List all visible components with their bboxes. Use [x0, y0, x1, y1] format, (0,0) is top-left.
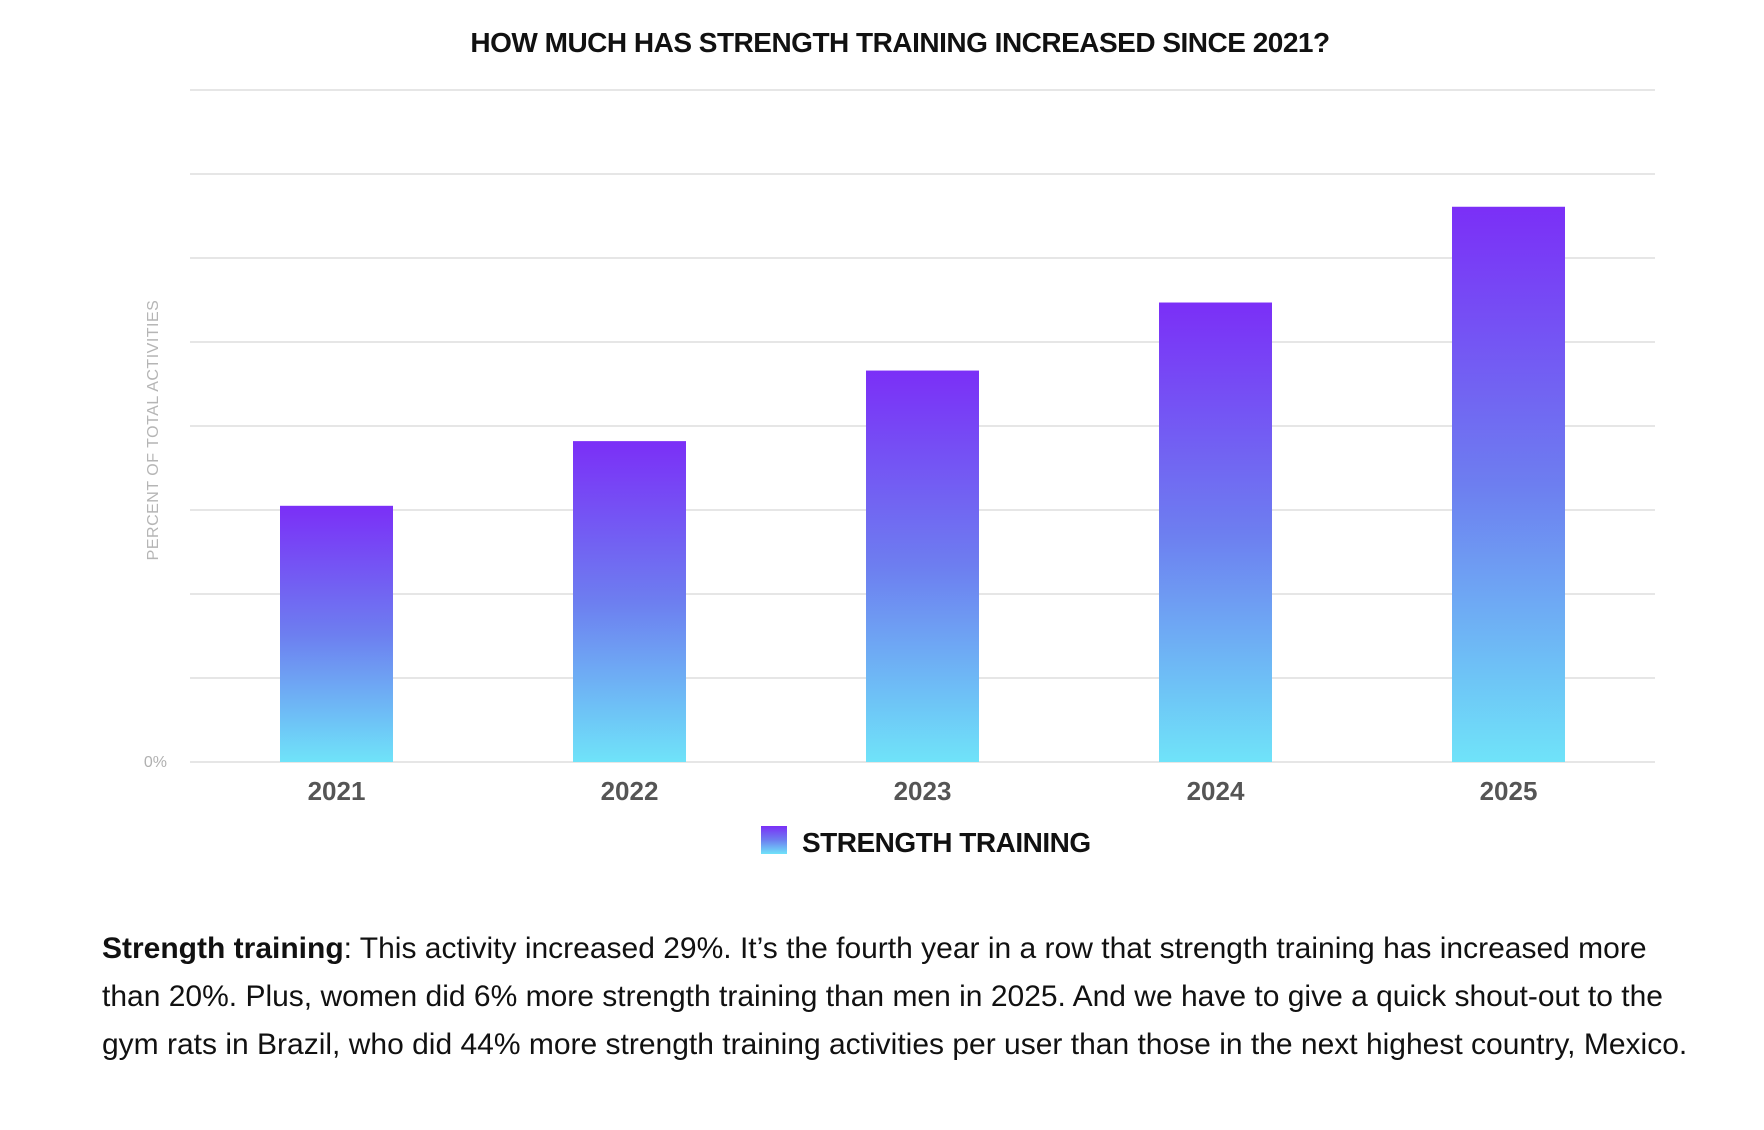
bar-2021 [280, 505, 393, 762]
x-tick-label: 2024 [1187, 776, 1245, 806]
bar-chart: HOW MUCH HAS STRENGTH TRAINING INCREASED… [144, 27, 1655, 858]
bar-2025 [1452, 206, 1565, 762]
y-tick-label-zero: 0% [144, 754, 167, 771]
x-tick-label: 2022 [601, 776, 659, 806]
bar-2024 [1159, 302, 1272, 762]
x-axis-ticks: 2021 2022 2023 2024 2025 [308, 776, 1538, 806]
legend-swatch [761, 826, 787, 854]
y-axis-label: PERCENT OF TOTAL ACTIVITIES [145, 300, 162, 561]
x-tick-label: 2025 [1480, 776, 1538, 806]
description-text: : This activity increased 29%. It’s the … [102, 932, 1688, 1061]
description-lead: Strength training [102, 932, 344, 965]
bar-2022 [573, 441, 686, 762]
legend-label: STRENGTH TRAINING [802, 827, 1091, 858]
chart-title: HOW MUCH HAS STRENGTH TRAINING INCREASED… [470, 27, 1329, 58]
x-tick-label: 2021 [308, 776, 366, 806]
bar-2023 [866, 370, 979, 762]
legend: STRENGTH TRAINING [761, 826, 1091, 858]
bars [280, 206, 1565, 762]
description-paragraph: Strength training: This activity increas… [102, 925, 1702, 1069]
x-tick-label: 2023 [894, 776, 952, 806]
